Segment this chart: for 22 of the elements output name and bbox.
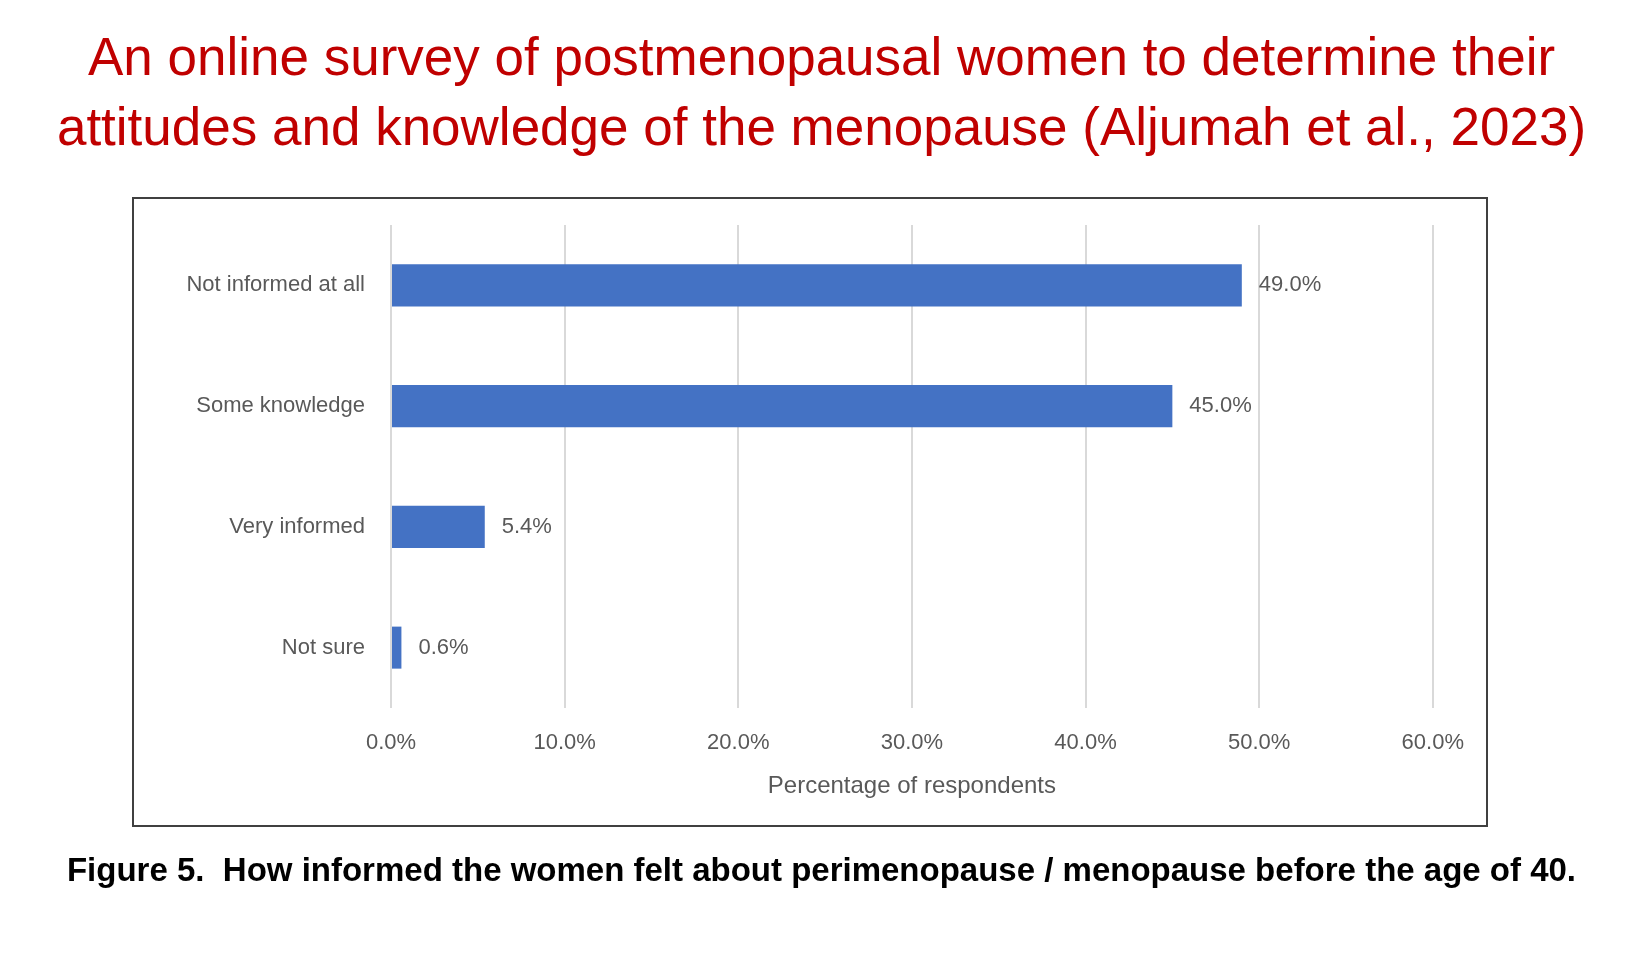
x-tick-label: 50.0% [1227,729,1291,755]
data-label: 5.4% [501,512,552,538]
y-tick-label: Not informed at all [186,271,365,297]
data-label: 49.0% [1258,271,1322,297]
data-label: 45.0% [1189,392,1252,418]
y-tick-label: Not sure [281,633,365,659]
x-axis-title: Percentage of respondents [767,771,1057,799]
bar [392,385,1173,428]
x-tick-label: 20.0% [707,729,770,755]
x-tick-label: 10.0% [533,729,596,755]
x-tick-label: 60.0% [1401,729,1465,755]
bar [392,626,402,669]
bar [392,264,1242,307]
caption: Figure 5. How informed the women felt about perimenopause / menopause before the age of 40. [65,850,1578,890]
y-tick-label: Very informed [229,512,365,538]
y-tick-label: Some knowledge [196,392,365,418]
chart-title: An online survey of postmenopausal women to determine their attitudes and knowledge of the menopause (Aljumah et al., 2023) [55,26,1588,158]
x-tick-label: 30.0% [880,729,944,755]
x-tick-label: 40.0% [1054,729,1117,755]
data-label: 0.6% [418,633,469,659]
bar [392,505,485,548]
x-tick-label: 0.0% [365,729,417,755]
